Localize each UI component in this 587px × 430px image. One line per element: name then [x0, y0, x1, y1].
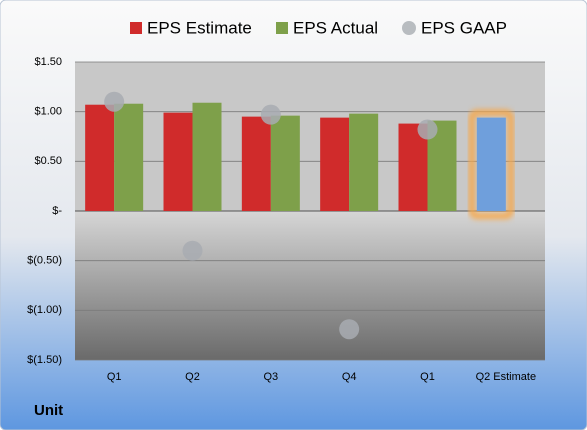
y-tick-label: $(0.50) [27, 255, 62, 267]
bar [349, 113, 379, 211]
bar [270, 115, 300, 211]
bar [241, 116, 271, 211]
x-tick-label: Q4 [342, 371, 357, 383]
y-tick-label: $(1.00) [27, 304, 62, 316]
bar [476, 117, 506, 211]
plot-area-negative [75, 211, 545, 360]
legend-label: EPS Estimate [147, 18, 252, 37]
bar [85, 104, 115, 211]
gaap-point [339, 319, 360, 340]
y-tick-label: $1.50 [34, 56, 62, 68]
bar [192, 102, 222, 211]
legend-label: EPS Actual [293, 18, 378, 37]
highlight-glow [468, 109, 514, 219]
y-tick-label: $1.00 [34, 106, 62, 118]
y-tick-label: $- [52, 205, 62, 217]
x-tick-label: Q1 [420, 371, 435, 383]
bar [114, 103, 144, 211]
legend-marker [276, 22, 288, 34]
bar [163, 112, 193, 211]
legend-marker [402, 21, 416, 35]
legend-label: EPS GAAP [421, 18, 507, 37]
gaap-point [182, 240, 203, 261]
x-tick-label: Q3 [263, 371, 278, 383]
plot-area-positive [75, 62, 545, 211]
gaap-point [260, 104, 281, 125]
x-tick-label: Q2 [185, 371, 200, 383]
x-tick-label: Q2 Estimate [476, 371, 537, 383]
bar [320, 117, 350, 211]
gaap-point [104, 91, 125, 112]
y-tick-label: $0.50 [34, 155, 62, 167]
y-tick-label: $(1.50) [27, 354, 62, 366]
legend-marker [130, 22, 142, 34]
footer: Unit [34, 402, 63, 419]
x-tick-label: Q1 [107, 371, 122, 383]
gaap-point [417, 119, 438, 140]
